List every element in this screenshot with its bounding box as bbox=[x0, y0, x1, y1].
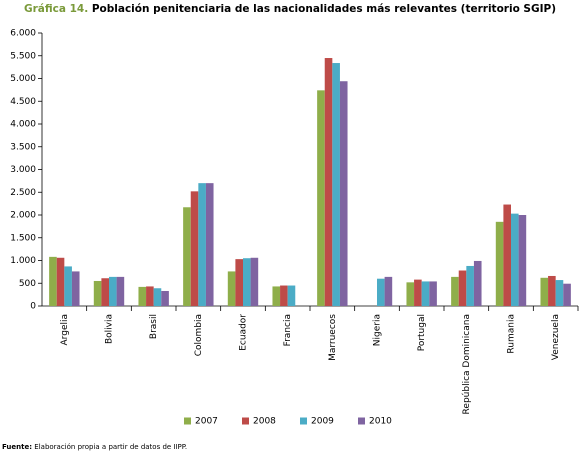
legend-swatch bbox=[300, 417, 307, 425]
bar bbox=[272, 286, 281, 306]
bar bbox=[198, 183, 206, 306]
bar bbox=[548, 275, 556, 306]
x-tick-label: Nigeria bbox=[373, 314, 383, 346]
x-tick-label: Bolivia bbox=[105, 314, 115, 344]
bar bbox=[146, 286, 154, 306]
y-tick-label: 6.000 bbox=[10, 29, 36, 39]
bar bbox=[495, 221, 504, 306]
bar bbox=[563, 283, 571, 306]
y-tick-label: 2.000 bbox=[10, 211, 36, 221]
bar bbox=[503, 204, 511, 306]
y-tick-label: 1.500 bbox=[10, 233, 36, 243]
legend-swatch bbox=[242, 417, 249, 425]
chart-title-group: Gráfica 14. Población penitenciaria de l… bbox=[24, 3, 556, 15]
y-tick-label: 5.500 bbox=[10, 51, 36, 61]
bar bbox=[377, 278, 385, 306]
bar bbox=[406, 282, 415, 306]
bar bbox=[183, 207, 191, 306]
x-tick-label: Venezuela bbox=[551, 314, 561, 360]
bar bbox=[101, 278, 109, 306]
y-tick-label: 4.000 bbox=[10, 120, 36, 130]
bar bbox=[473, 260, 482, 306]
source-text: Elaboración propia a partir de datos de … bbox=[34, 443, 187, 451]
bar bbox=[56, 257, 65, 306]
bar bbox=[161, 290, 169, 306]
source-note: Fuente: Elaboración propia a partir de d… bbox=[2, 443, 187, 451]
bar bbox=[540, 277, 549, 306]
bar bbox=[317, 90, 325, 306]
y-tick-label: 0 bbox=[30, 302, 36, 312]
bar bbox=[414, 279, 422, 306]
x-tick-label: Francia bbox=[283, 314, 293, 346]
x-tick-label: Brasil bbox=[149, 314, 159, 339]
bar bbox=[287, 285, 296, 306]
y-tick-label: 3.000 bbox=[10, 165, 36, 175]
y-tick-label: 2.500 bbox=[10, 188, 36, 198]
x-tick-label: Ecuador bbox=[239, 314, 249, 351]
bar bbox=[250, 257, 259, 306]
bar bbox=[153, 288, 162, 306]
bar bbox=[384, 276, 393, 306]
y-tick-label: 1.000 bbox=[10, 256, 36, 266]
legend-swatch bbox=[358, 417, 365, 425]
bar bbox=[71, 271, 80, 306]
bar bbox=[518, 215, 527, 306]
bar bbox=[332, 63, 340, 306]
bar bbox=[280, 285, 288, 306]
y-tick-label: 5.000 bbox=[10, 74, 36, 84]
source-label: Fuente: bbox=[2, 443, 32, 451]
bar bbox=[324, 58, 333, 307]
legend-swatch bbox=[184, 417, 191, 425]
bar bbox=[116, 276, 125, 306]
bar bbox=[93, 280, 102, 306]
bar bbox=[49, 256, 57, 306]
bar bbox=[451, 276, 459, 306]
bar bbox=[511, 213, 519, 306]
legend-label: 2008 bbox=[253, 417, 276, 427]
x-tick-label: Argelia bbox=[60, 314, 70, 345]
bar bbox=[243, 258, 251, 306]
bar bbox=[339, 81, 348, 306]
x-tick-label: República Dominicana bbox=[462, 314, 472, 414]
legend-label: 2007 bbox=[195, 417, 218, 427]
bar bbox=[555, 280, 564, 306]
bar bbox=[138, 286, 147, 306]
bar bbox=[190, 191, 199, 306]
bar bbox=[421, 281, 430, 306]
y-tick-label: 4.500 bbox=[10, 97, 36, 107]
legend-label: 2009 bbox=[311, 417, 334, 427]
bar bbox=[227, 271, 236, 306]
chart-title-label: Gráfica 14. bbox=[24, 3, 88, 15]
bar bbox=[466, 265, 474, 306]
bar bbox=[109, 276, 117, 306]
bar bbox=[235, 259, 243, 306]
bar bbox=[429, 281, 437, 306]
bar bbox=[205, 183, 214, 306]
bar bbox=[458, 270, 467, 306]
x-tick-label: Colombia bbox=[194, 314, 204, 356]
y-tick-label: 500 bbox=[19, 279, 36, 289]
x-tick-label: Portugal bbox=[417, 314, 427, 351]
x-tick-label: Rumania bbox=[507, 314, 517, 354]
y-tick-label: 3.500 bbox=[10, 142, 36, 152]
legend-label: 2010 bbox=[369, 417, 392, 427]
chart-title: Población penitenciaria de las nacionali… bbox=[92, 3, 556, 15]
bar bbox=[64, 266, 72, 306]
x-tick-label: Marruecos bbox=[328, 314, 338, 361]
